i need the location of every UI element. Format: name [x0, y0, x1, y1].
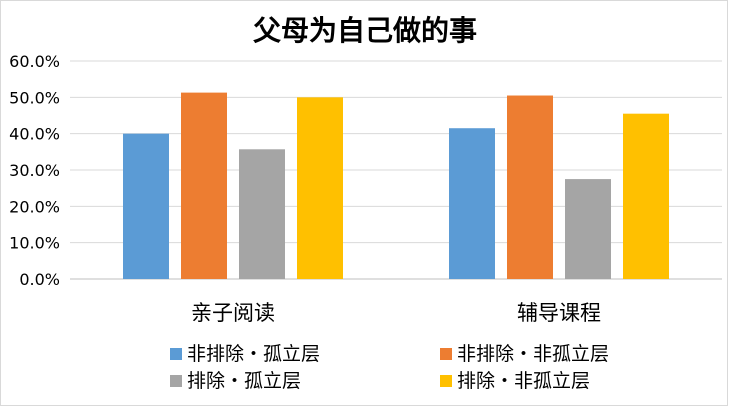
y-tick-label: 60.0%: [9, 52, 60, 71]
x-category-label: 亲子阅读: [191, 301, 275, 325]
bars: [123, 92, 669, 280]
y-tick-label: 0.0%: [19, 270, 60, 289]
y-tick-label: 20.0%: [9, 197, 60, 216]
legend-label: 非排除・非孤立层: [457, 343, 609, 365]
bar: [565, 179, 611, 279]
legend-swatch: [170, 375, 182, 387]
bar: [507, 95, 553, 280]
bar: [181, 92, 227, 279]
y-tick-label: 40.0%: [9, 125, 60, 144]
legend-swatch: [440, 375, 452, 387]
bar: [239, 149, 285, 279]
axis-labels: 0.0% 10.0% 20.0% 30.0% 40.0% 50.0% 60.0% 亲子阅读 辅导…: [9, 52, 601, 325]
bar: [623, 113, 669, 279]
x-category-label: 辅导课程: [517, 301, 601, 325]
bar: [449, 128, 495, 279]
bar: [297, 97, 343, 279]
legend-swatch: [170, 348, 182, 360]
y-tick-label: 30.0%: [9, 161, 60, 180]
y-tick-label: 50.0%: [9, 88, 60, 107]
legend-swatch: [440, 348, 452, 360]
gridlines: [70, 60, 722, 280]
chart-title: 父母为自己做的事: [253, 14, 477, 47]
y-tick-label: 10.0%: [9, 234, 60, 253]
legend-label: 排除・孤立层: [187, 370, 301, 392]
bar: [123, 133, 169, 279]
legend-label: 排除・非孤立层: [457, 370, 590, 392]
legend-label: 非排除・孤立层: [187, 343, 320, 365]
